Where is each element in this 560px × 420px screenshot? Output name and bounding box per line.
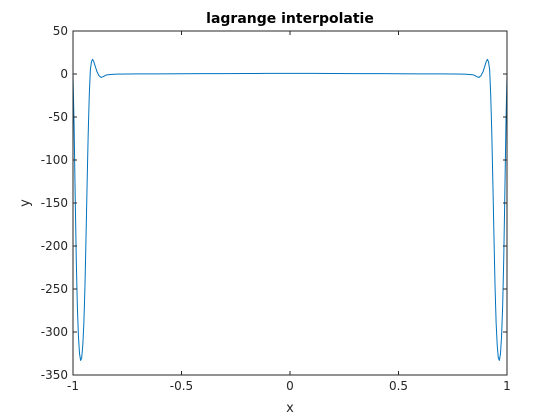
y-tick-label: 50: [53, 24, 68, 38]
y-tick-label: -300: [41, 325, 68, 339]
x-tick-label: 0.5: [389, 379, 408, 393]
y-tick-label: 0: [60, 67, 68, 81]
plot-area: [73, 31, 507, 375]
x-tick-label: -0.5: [170, 379, 193, 393]
y-tick-label: -50: [48, 110, 68, 124]
chart-title: lagrange interpolatie: [206, 11, 374, 27]
y-tick-label: -350: [41, 368, 68, 382]
x-axis-label: x: [286, 401, 294, 416]
y-tick-label: -150: [41, 196, 68, 210]
x-tick-label: 1: [503, 379, 511, 393]
x-tick-label: -1: [67, 379, 79, 393]
y-tick-label: -250: [41, 282, 68, 296]
y-axis-label: y: [18, 199, 33, 207]
y-tick-label: -200: [41, 239, 68, 253]
y-tick-label: -100: [41, 153, 68, 167]
x-tick-label: 0: [286, 379, 294, 393]
